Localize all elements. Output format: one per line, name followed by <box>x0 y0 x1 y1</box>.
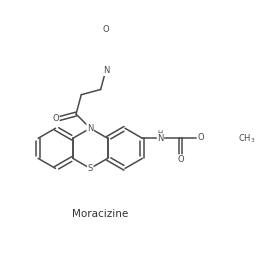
Text: N: N <box>157 134 164 143</box>
Text: Moracizine: Moracizine <box>73 209 129 219</box>
Text: O: O <box>102 25 109 34</box>
Text: N: N <box>87 124 93 133</box>
Text: N: N <box>103 66 109 74</box>
Text: O: O <box>177 155 184 164</box>
Text: S: S <box>88 164 93 173</box>
Text: CH$_3$: CH$_3$ <box>238 132 256 144</box>
Text: O: O <box>197 133 204 142</box>
Text: H: H <box>158 130 163 136</box>
Text: O: O <box>52 114 59 123</box>
